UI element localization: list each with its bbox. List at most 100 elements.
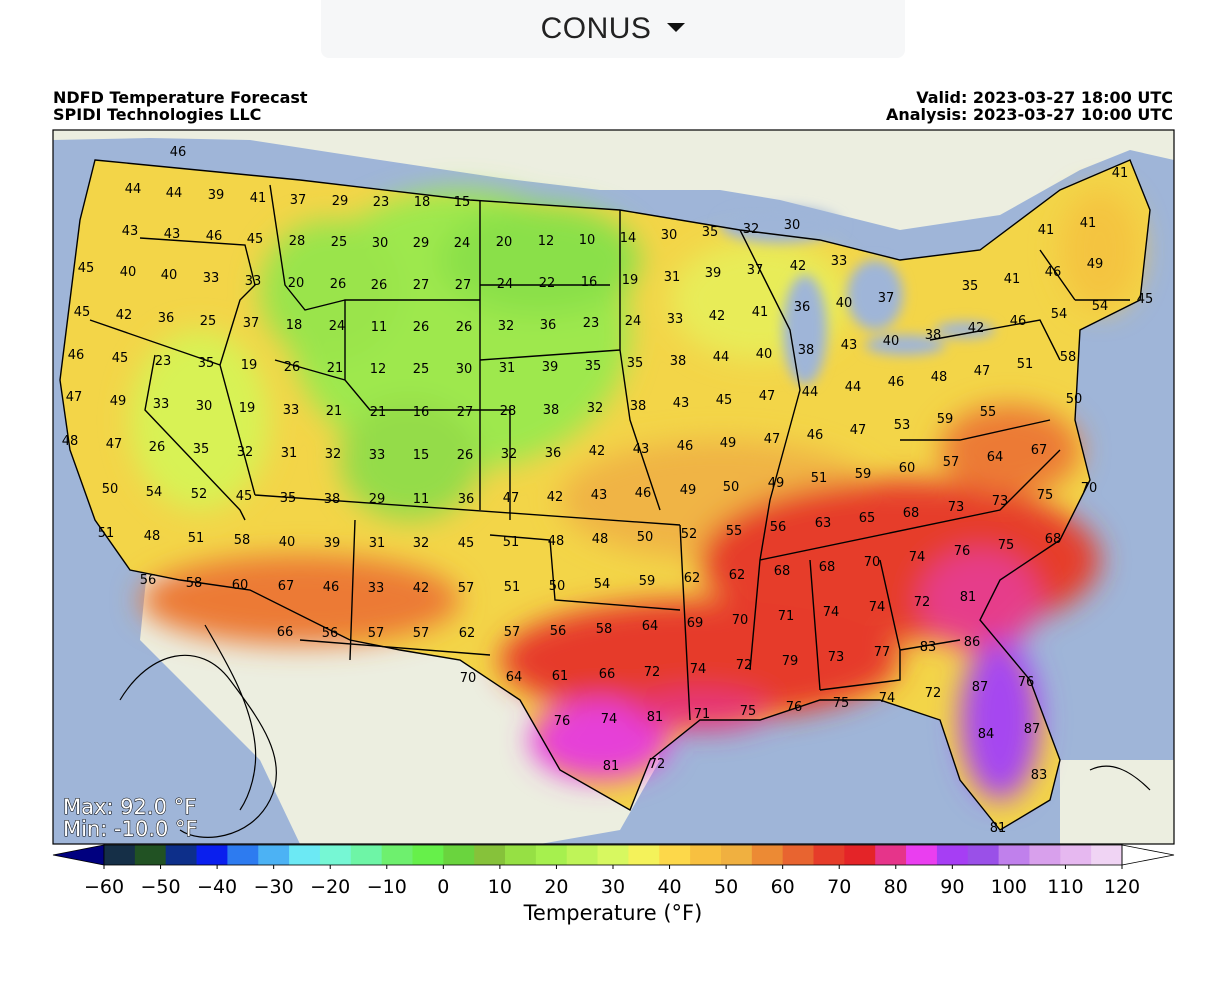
station-value: 40: [120, 265, 137, 280]
station-value: 64: [506, 670, 523, 685]
state-borders: [59, 159, 1151, 831]
station-value: 43: [673, 396, 690, 411]
coastlines: [119, 624, 1151, 838]
colorbar-segment: [813, 845, 845, 865]
station-value: 32: [587, 401, 604, 416]
station-value: 70: [864, 555, 881, 570]
station-value: 32: [501, 447, 518, 462]
station-value: 48: [592, 532, 609, 547]
station-value: 62: [729, 568, 746, 583]
station-value: 61: [552, 669, 569, 684]
station-value: 40: [836, 296, 853, 311]
station-value: 73: [948, 500, 965, 515]
colorbar-tick-label: −50: [141, 876, 181, 898]
station-value: 33: [831, 254, 848, 269]
station-value: 39: [542, 360, 559, 375]
region-dropdown[interactable]: CONUS: [321, 0, 905, 58]
figure-title: NDFD Temperature Forecast: [53, 88, 308, 107]
station-value: 23: [155, 354, 172, 369]
colorbar-tick-label: −10: [367, 876, 407, 898]
station-value: 43: [122, 224, 139, 239]
station-value: 16: [581, 275, 598, 290]
colorbar-segment: [350, 845, 383, 865]
station-value: 26: [330, 277, 347, 292]
station-value: 32: [498, 319, 515, 334]
station-value: 33: [203, 271, 220, 286]
station-value: 32: [413, 536, 430, 551]
colorbar-min-extend: [52, 844, 105, 866]
station-value: 39: [324, 536, 341, 551]
station-value: 70: [732, 613, 749, 628]
station-value: 45: [247, 232, 264, 247]
station-value: 41: [1112, 166, 1129, 181]
station-value: 36: [794, 300, 811, 315]
station-value: 57: [504, 625, 521, 640]
station-value: 35: [198, 356, 215, 371]
station-value: 18: [414, 195, 431, 210]
colorbar-segment: [782, 845, 815, 865]
station-value: 35: [702, 225, 719, 240]
station-value: 38: [670, 354, 687, 369]
colorbar-tick-label: 30: [601, 876, 625, 898]
station-value: 32: [325, 447, 342, 462]
colorbar-segment: [381, 845, 414, 865]
station-value: 31: [499, 361, 516, 376]
colorbar-segment: [1091, 845, 1123, 865]
station-value: 54: [594, 577, 611, 592]
station-value: 40: [279, 535, 296, 550]
station-value: 19: [239, 401, 256, 416]
station-value: 71: [694, 707, 711, 722]
station-value: 69: [687, 616, 704, 631]
station-value: 41: [752, 305, 769, 320]
station-value: 45: [716, 393, 733, 408]
station-value: 24: [329, 319, 346, 334]
station-value: 70: [460, 671, 477, 686]
station-value: 48: [931, 370, 948, 385]
station-value: 66: [599, 667, 616, 682]
station-value: 33: [283, 403, 300, 418]
station-value: 43: [841, 338, 858, 353]
station-value: 21: [326, 404, 343, 419]
station-values: 46 44 44 39 41 37 29 23 18 15 43 43 46 45 28 25 30 29 24 20…: [62, 145, 1154, 836]
station-value: 27: [413, 278, 430, 293]
station-value: 25: [200, 314, 217, 329]
station-value: 62: [684, 571, 701, 586]
station-value: 41: [250, 191, 267, 206]
station-value: 30: [372, 236, 389, 251]
station-value: 35: [627, 356, 644, 371]
colorbar-tick-label: −40: [197, 876, 237, 898]
station-value: 54: [146, 485, 163, 500]
station-value: 38: [630, 399, 647, 414]
station-value: 72: [914, 595, 931, 610]
colorbar-label: Temperature (°F): [523, 901, 703, 925]
station-value: 76: [786, 700, 803, 715]
station-value: 36: [540, 318, 557, 333]
station-value: 22: [539, 276, 556, 291]
station-value: 15: [454, 195, 471, 210]
station-value: 51: [98, 526, 115, 541]
station-value: 26: [149, 440, 166, 455]
station-value: 43: [164, 227, 181, 242]
station-value: 59: [937, 412, 954, 427]
colorbar-segment: [720, 845, 753, 865]
station-value: 74: [879, 691, 896, 706]
station-value: 65: [859, 511, 876, 526]
station-value: 46: [888, 375, 905, 390]
station-value: 71: [778, 609, 795, 624]
station-value: 26: [457, 448, 474, 463]
station-value: 19: [622, 273, 639, 288]
station-value: 74: [909, 550, 926, 565]
station-value: 24: [625, 314, 642, 329]
station-value: 29: [413, 236, 430, 251]
station-value: 51: [188, 531, 205, 546]
station-value: 36: [545, 446, 562, 461]
station-value: 26: [371, 278, 388, 293]
colorbar-segment: [134, 845, 167, 865]
colorbar-segment: [936, 845, 969, 865]
station-value: 37: [243, 316, 260, 331]
station-value: 77: [874, 645, 891, 660]
station-value: 27: [457, 405, 474, 420]
colorbar-segment: [751, 845, 784, 865]
station-value: 45: [112, 351, 129, 366]
